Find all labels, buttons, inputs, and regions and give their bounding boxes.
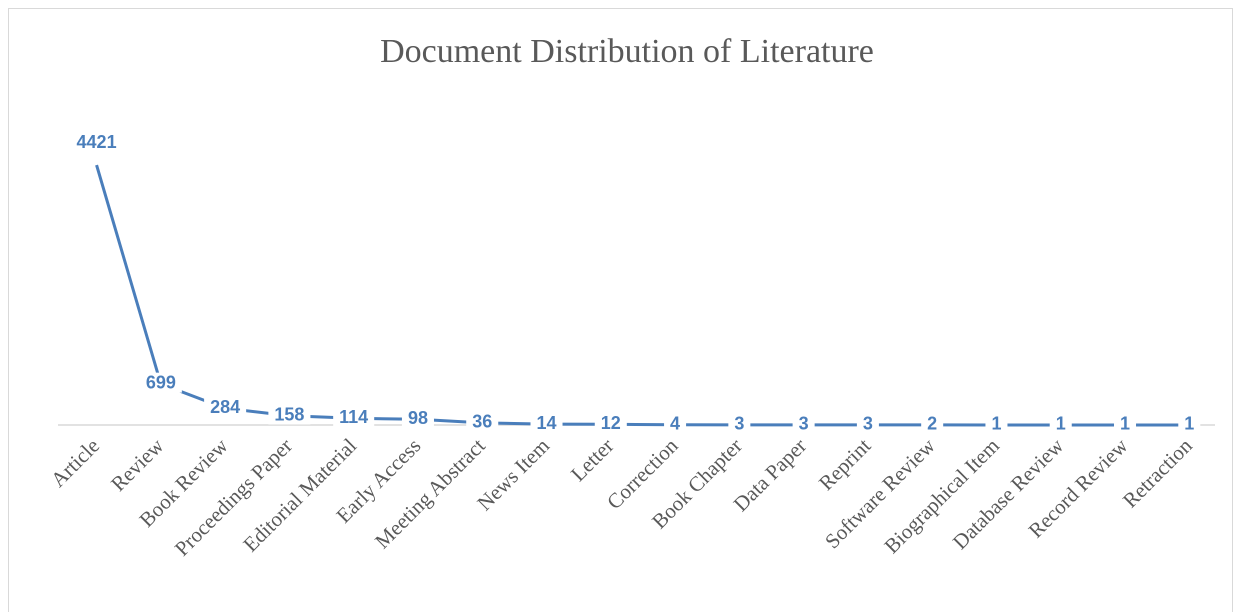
data-label: 3 bbox=[799, 414, 809, 434]
data-label: 3 bbox=[734, 414, 744, 434]
data-label-background bbox=[664, 413, 687, 434]
data-label: 284 bbox=[210, 397, 240, 417]
data-label-background bbox=[530, 412, 563, 433]
data-label-background bbox=[1049, 413, 1072, 434]
data-label-background bbox=[268, 404, 311, 425]
data-label: 14 bbox=[536, 413, 556, 433]
data-label: 12 bbox=[601, 413, 621, 433]
data-label-background bbox=[792, 413, 815, 434]
data-label-background bbox=[139, 372, 182, 393]
data-label-background bbox=[985, 413, 1008, 434]
data-label: 98 bbox=[408, 408, 428, 428]
data-label: 2 bbox=[927, 414, 937, 434]
data-label-background bbox=[70, 131, 123, 152]
data-label-background bbox=[204, 397, 247, 418]
data-label: 158 bbox=[274, 404, 304, 424]
data-label-background bbox=[333, 407, 375, 428]
data-label: 1 bbox=[1120, 414, 1130, 434]
data-label-background bbox=[594, 413, 627, 434]
data-label-background bbox=[1114, 413, 1137, 434]
data-label: 1 bbox=[1184, 414, 1194, 434]
data-label: 36 bbox=[472, 412, 492, 432]
data-label: 1 bbox=[1056, 414, 1066, 434]
data-label: 114 bbox=[339, 407, 368, 427]
data-label: 4 bbox=[670, 414, 680, 434]
data-label: 4421 bbox=[77, 132, 117, 152]
data-label: 699 bbox=[146, 373, 176, 393]
chart-frame bbox=[8, 8, 1233, 612]
data-label-background bbox=[921, 413, 944, 434]
data-label: 3 bbox=[863, 414, 873, 434]
data-label-background bbox=[401, 407, 434, 428]
data-label-background bbox=[466, 411, 499, 432]
chart-title: Document Distribution of Literature bbox=[380, 33, 874, 70]
data-label-background bbox=[1178, 413, 1201, 434]
data-label-background bbox=[856, 413, 879, 434]
data-label: 1 bbox=[991, 414, 1001, 434]
data-label-background bbox=[728, 413, 751, 434]
